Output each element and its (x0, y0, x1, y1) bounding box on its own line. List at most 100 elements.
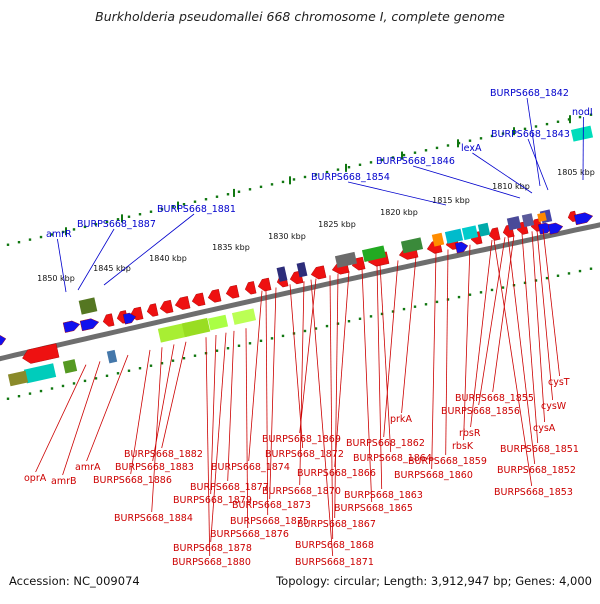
label-leader (384, 260, 398, 437)
outer-scale-dot (73, 228, 75, 230)
inner-scale-dot (117, 372, 119, 374)
scale-label: 1850 kbp (37, 274, 75, 283)
gene-label: oprA (24, 473, 47, 484)
gene-label: BURPS668_1877 (190, 482, 269, 493)
inner-scale-dot (370, 315, 372, 317)
outer-scale-dot (370, 161, 372, 163)
reverse-gene-arrow (146, 304, 158, 318)
forward-gene-arrow (574, 211, 594, 225)
label-leader (36, 365, 86, 472)
reverse-gene-arrow (207, 289, 221, 303)
inner-scale-dot (84, 380, 86, 382)
gene-label: BURPS668_1872 (265, 449, 344, 460)
scale-label: 1815 kbp (432, 196, 470, 205)
gene-label: BURPS668_1860 (394, 470, 473, 481)
reverse-gene-arrow (310, 266, 326, 281)
inner-scale-dot (40, 390, 42, 392)
cog-block (107, 350, 117, 363)
inner-scale-dot (194, 355, 196, 357)
inner-scale-dot (546, 277, 548, 279)
label-leader (152, 347, 162, 512)
outer-scale-dot (282, 181, 284, 183)
cog-block (507, 216, 521, 230)
outer-scale-dot (260, 186, 262, 188)
inner-scale-dot (425, 303, 427, 305)
outer-scale-dot (150, 211, 152, 213)
inner-scale-dot (62, 385, 64, 387)
cog-block (445, 229, 463, 244)
forward-gene-arrow (0, 334, 7, 346)
label-leader (528, 139, 548, 190)
gene-label: cysW (541, 401, 567, 412)
inner-scale-dot (238, 345, 240, 347)
gene-label: BURPS668_1842 (490, 88, 569, 99)
gene-label: nodI (572, 107, 593, 118)
gene-label: amrR (46, 229, 72, 240)
gene-label: BURPS668_1875 (230, 516, 309, 527)
outer-scale-dot (348, 166, 350, 168)
label-leader (537, 230, 553, 400)
forward-gene-arrow (63, 319, 81, 332)
inner-scale-dot (304, 330, 306, 332)
label-leader (522, 233, 538, 443)
outer-scale-dot (414, 151, 416, 153)
outer-scale-dot (139, 213, 141, 215)
reverse-gene-arrow (191, 293, 205, 307)
gene-label: BURPS668_1851 (500, 444, 579, 455)
label-leader (57, 239, 66, 292)
scale-label: 1825 kbp (318, 220, 356, 229)
gene-label: BURPS668_1866 (297, 468, 376, 479)
label-leader (402, 256, 416, 413)
inner-scale-dot (282, 335, 284, 337)
outer-scale-dot (227, 193, 229, 195)
label-leader (348, 182, 446, 205)
label-leader (362, 268, 372, 502)
reverse-gene-arrow (174, 296, 190, 311)
inner-scale-dot (568, 272, 570, 274)
gene-label: BURPS668_1884 (114, 513, 193, 524)
inner-scale-dot (128, 370, 130, 372)
inner-scale-dot (29, 392, 31, 394)
outer-scale-dot (359, 164, 361, 166)
inner-scale-dot (590, 268, 592, 270)
gene-label: rbsR (459, 428, 481, 439)
cog-block (24, 363, 56, 383)
gene-label: amrA (75, 462, 101, 473)
outer-scale-dot (238, 191, 240, 193)
outer-scale-dot (40, 236, 42, 238)
inner-scale-dot (458, 296, 460, 298)
cog-block (571, 126, 593, 142)
cog-block (232, 308, 256, 325)
gene-label: BURPS668_1876 (210, 529, 289, 540)
label-leader (335, 274, 338, 518)
inner-scale-dot (95, 377, 97, 379)
outer-scale-dot (447, 144, 449, 146)
inner-scale-dot (359, 318, 361, 320)
inner-scale-dot (216, 350, 218, 352)
outer-scale-dot (128, 216, 130, 218)
outer-scale-dot (304, 176, 306, 178)
label-leader (330, 275, 333, 539)
outer-scale-dot (436, 147, 438, 149)
scale-label: 1830 kbp (268, 232, 306, 241)
inner-scale-dot (469, 294, 471, 296)
cog-block (537, 212, 547, 222)
gene-label: BURPS668_1843 (491, 129, 570, 140)
outer-scale-dot (546, 123, 548, 125)
topology-label: Topology: circular; Length: 3,912,947 bp… (276, 574, 592, 588)
scale-label: 1820 kbp (380, 208, 418, 217)
label-leader (380, 264, 391, 452)
gene-label: prkA (390, 414, 412, 425)
inner-scale-dot (18, 395, 20, 397)
label-leader (543, 229, 560, 376)
label-leader (228, 331, 234, 481)
forward-gene-arrow (80, 317, 100, 331)
reverse-gene-arrow (257, 278, 271, 292)
inner-scale-dot (139, 367, 141, 369)
gene-label: BURPS668_1856 (441, 406, 520, 417)
scale-label: 1810 kbp (492, 182, 530, 191)
label-leader (162, 342, 186, 448)
inner-scale-dot (326, 325, 328, 327)
gene-label: BURPS668_1846 (376, 156, 455, 167)
